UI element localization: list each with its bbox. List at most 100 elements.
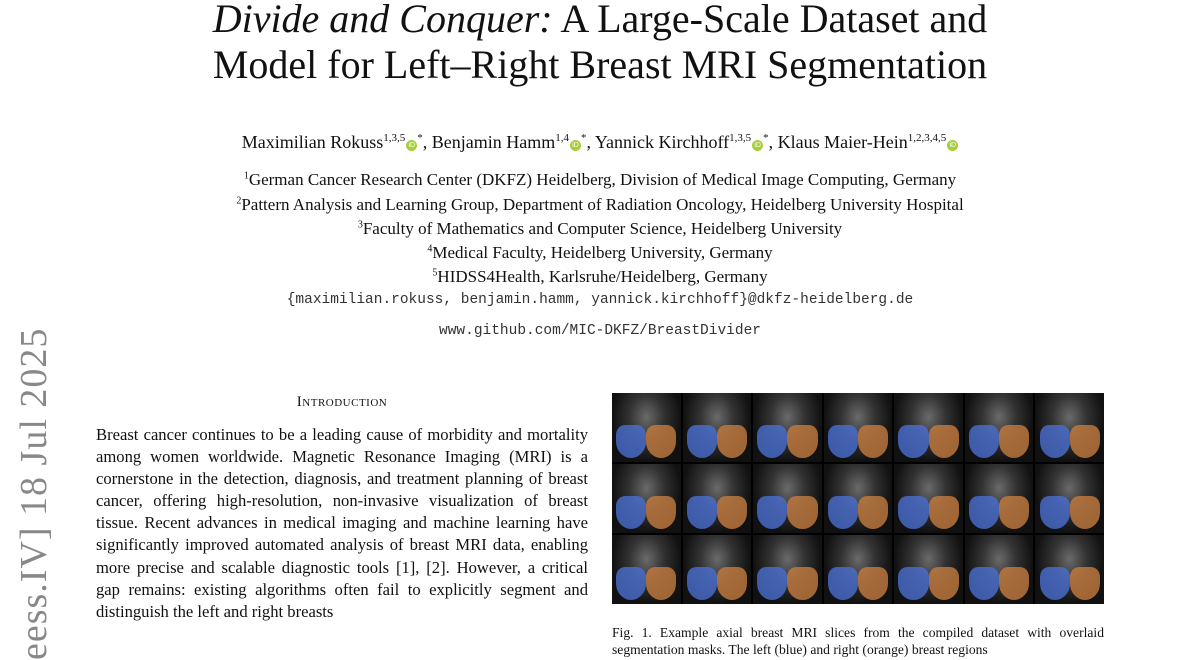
equal-contrib-mark: * <box>580 132 587 144</box>
author-name: Klaus Maier-Hein <box>777 132 908 152</box>
right-mask <box>999 495 1030 529</box>
equal-contrib-mark: * <box>763 132 769 144</box>
mri-slice <box>753 535 822 604</box>
left-mask <box>1039 495 1070 529</box>
intro-paragraph: Breast cancer continues to be a leading … <box>96 425 588 621</box>
left-mask <box>968 495 1000 529</box>
right-mask <box>787 424 818 458</box>
author-affil: 1,2,3,4,5 <box>907 132 947 144</box>
aff-text: Pattern Analysis and Learning Group, Dep… <box>241 195 964 214</box>
left-mask <box>827 495 858 529</box>
mri-slice <box>682 393 752 462</box>
left-mask <box>686 566 717 600</box>
right-mask <box>858 495 889 529</box>
mri-slice <box>1035 464 1104 533</box>
left-mask <box>616 566 647 600</box>
author: Maximilian Rokuss1,3,5iD*, <box>241 132 432 152</box>
mri-slice <box>1035 393 1104 462</box>
mri-slice <box>682 464 752 533</box>
aff-text: Medical Faculty, Heidelberg University, … <box>432 243 773 262</box>
left-mask <box>1039 424 1070 458</box>
affiliation-1: 1German Cancer Research Center (DKFZ) He… <box>0 170 1200 190</box>
mri-slice <box>894 535 963 604</box>
aff-text: Faculty of Mathematics and Computer Scie… <box>362 219 843 238</box>
author-affil: 1,3,5 <box>383 132 406 144</box>
right-mask <box>928 566 959 600</box>
author-emails[interactable]: {maximilian.rokuss, benjamin.hamm, yanni… <box>286 292 914 308</box>
right-mask <box>646 495 677 529</box>
aff-num: 5 <box>432 267 438 279</box>
title-line2: Model for Left–Right Breast MRI Segmenta… <box>212 42 988 87</box>
right-mask <box>716 424 748 458</box>
mri-slice <box>753 393 822 462</box>
mri-slice <box>753 464 822 533</box>
author-list: Maximilian Rokuss1,3,5iD*, Benjamin Hamm… <box>0 132 1200 153</box>
left-mask <box>827 424 858 458</box>
orcid-icon[interactable]: iD <box>406 140 418 151</box>
orcid-icon[interactable]: iD <box>947 140 959 151</box>
left-mask <box>757 424 788 458</box>
affiliation-3: 3Faculty of Mathematics and Computer Sci… <box>0 219 1200 239</box>
author-affil: 1,3,5 <box>729 132 752 144</box>
aff-num: 1 <box>243 170 249 182</box>
mri-slice <box>612 464 681 533</box>
left-mask <box>968 424 1000 458</box>
author-affil: 1,4 <box>555 132 569 144</box>
figure-mri-grid <box>612 393 1104 604</box>
arxiv-stamp: eess.IV] 18 Jul 2025 <box>13 327 55 660</box>
title-line1: A Large-Scale Dataset and <box>552 0 988 41</box>
intro-body: Breast cancer continues to be a leading … <box>96 424 588 623</box>
aff-text: HIDSS4Health, Karlsruhe/Heidelberg, Germ… <box>437 267 768 286</box>
right-mask <box>928 495 959 529</box>
author-name: Yannick Kirchhoff <box>594 132 730 152</box>
github-link[interactable]: www.github.com/MIC-DKFZ/BreastDivider <box>439 323 761 339</box>
mri-slice <box>964 535 1034 604</box>
left-mask <box>898 495 929 529</box>
mri-slice <box>964 464 1034 533</box>
right-mask <box>928 424 959 458</box>
mri-slice <box>894 393 963 462</box>
right-mask <box>716 566 748 600</box>
right-mask <box>1069 424 1100 458</box>
left-mask <box>757 495 788 529</box>
paper-title: Divide and Conquer: A Large-Scale Datase… <box>0 0 1200 88</box>
right-mask <box>858 566 889 600</box>
affiliation-2: 2Pattern Analysis and Learning Group, De… <box>0 195 1200 215</box>
aff-text: German Cancer Research Center (DKFZ) Hei… <box>248 170 957 189</box>
title-italic: Divide and Conquer: <box>212 0 553 41</box>
left-mask <box>898 424 929 458</box>
mri-slice <box>612 393 681 462</box>
aff-num: 4 <box>427 243 433 255</box>
left-mask <box>1039 566 1070 600</box>
mri-slice <box>823 535 893 604</box>
right-mask <box>1069 495 1100 529</box>
aff-num: 3 <box>357 219 363 231</box>
author: Yannick Kirchhoff1,3,5iD*, <box>594 132 778 152</box>
mri-slice <box>964 393 1034 462</box>
author-name: Benjamin Hamm <box>431 132 556 152</box>
affiliation-5: 5HIDSS4Health, Karlsruhe/Heidelberg, Ger… <box>0 267 1200 287</box>
mri-slice <box>1035 535 1104 604</box>
mri-slice <box>823 393 893 462</box>
right-mask <box>1069 566 1100 600</box>
section-heading: Introduction <box>296 394 388 410</box>
orcid-icon[interactable]: iD <box>569 140 581 151</box>
author: Klaus Maier-Hein1,2,3,4,5iD <box>778 132 959 152</box>
left-mask <box>757 566 788 600</box>
author-name: Maximilian Rokuss <box>241 132 384 152</box>
aff-num: 2 <box>236 195 242 207</box>
right-mask <box>646 424 677 458</box>
right-mask <box>716 495 748 529</box>
right-mask <box>858 424 889 458</box>
left-mask <box>686 495 717 529</box>
mri-slice <box>612 535 681 604</box>
right-mask <box>646 566 677 600</box>
right-mask <box>787 495 818 529</box>
left-mask <box>898 566 929 600</box>
mri-slice <box>682 535 752 604</box>
right-mask <box>787 566 818 600</box>
author: Benjamin Hamm1,4iD*, <box>431 132 595 152</box>
right-mask <box>999 566 1030 600</box>
orcid-icon[interactable]: iD <box>752 140 764 151</box>
affiliation-4: 4Medical Faculty, Heidelberg University,… <box>0 243 1200 263</box>
